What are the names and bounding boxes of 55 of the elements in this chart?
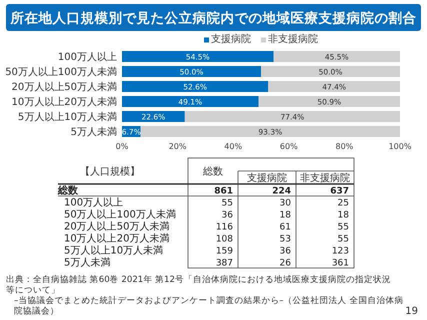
y-tick-label: 5万人未満 (70, 126, 117, 138)
data-label: 26 (280, 258, 292, 268)
bar (268, 81, 400, 92)
y-tick-label: 10万人以上20万人未満 (12, 96, 117, 108)
x-tick-label: 80% (336, 142, 354, 151)
data-label: 18 (280, 210, 292, 220)
bar (140, 126, 400, 137)
data-label: 36 (280, 246, 292, 256)
bar (274, 51, 400, 62)
bar (184, 111, 400, 122)
y-tick-label: 20万人以上50万人未満 (12, 81, 117, 93)
bar (261, 66, 400, 77)
text: 【人口規模】 (80, 166, 140, 178)
legend-label: 支援病院 (211, 33, 251, 45)
data-label: 361 (332, 258, 349, 268)
bar (122, 111, 185, 122)
data-label: 123 (332, 246, 349, 256)
text: 19 (405, 306, 418, 317)
text: 総数 (202, 166, 223, 178)
bar (258, 96, 400, 107)
y-tick-label: 100万人以上 (58, 51, 117, 63)
data-label: 108 (216, 234, 234, 244)
text: –当協議会でまとめた統計データおよびアンケート調査の結果から–（公益社団法人 全国自治体病院協議会） (14, 295, 404, 316)
data-label: 116 (216, 222, 234, 232)
data-label: 55 (338, 234, 349, 244)
data-label: 159 (216, 246, 234, 256)
chart-title: 所在地人口規模別で見た公立病院内での地域医療支援病院の割合 (10, 10, 416, 26)
data-label: 637 (330, 186, 349, 196)
data-label: 861 (214, 186, 233, 196)
data-label: 25 (338, 198, 349, 208)
data-label: 61 (280, 222, 291, 232)
y-tick-label: 5万人以上10万人未満 (18, 111, 117, 123)
x-tick-label: 20% (168, 142, 187, 151)
data-label: 387 (216, 258, 233, 268)
x-tick-label: 60% (280, 142, 298, 151)
data-label: 55 (338, 222, 349, 232)
text: 支援病院 (247, 172, 287, 184)
bar (122, 66, 261, 77)
x-tick-label: 0% (116, 142, 129, 151)
data-label: 18 (338, 210, 350, 220)
data-label: 30 (280, 198, 292, 208)
source-note: 出典：全自病協雑誌 第60巻 2021年 第12号「自治体病院における地域医療支援病院の指定状況等について」 (6, 274, 391, 296)
bar (122, 96, 258, 107)
x-tick-label: 40% (224, 142, 242, 151)
data-label: 224 (272, 186, 291, 196)
bar (122, 81, 268, 92)
data-label: 36 (222, 210, 234, 220)
legend-label: 非支援病院 (268, 33, 318, 45)
category-label: 総数 (57, 184, 79, 196)
bar (122, 51, 274, 62)
data-label: 55 (222, 198, 233, 208)
data-label: 53 (280, 234, 291, 244)
x-tick-label: 100% (388, 142, 412, 151)
text: 非支援病院 (300, 172, 350, 184)
y-tick-label: 50万人以上100万人未満 (5, 66, 117, 78)
